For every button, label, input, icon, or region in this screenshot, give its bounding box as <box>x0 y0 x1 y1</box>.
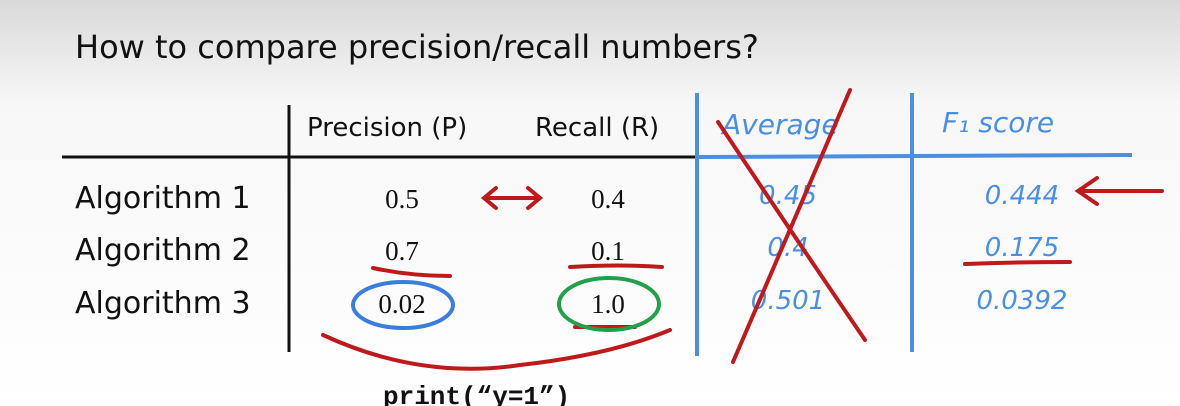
cell: 1.0 <box>591 289 625 319</box>
underline <box>963 260 1072 266</box>
code: print(“y=1”) <box>383 382 570 406</box>
hand-rule <box>696 153 1133 159</box>
hand-cell: 0.444 <box>985 181 1059 211</box>
row-label: Algorithm 1 <box>75 181 251 216</box>
hand-header: Average <box>720 108 839 141</box>
circle <box>557 276 661 332</box>
underline <box>568 263 664 269</box>
cell: 0.02 <box>378 289 425 319</box>
hand-cell: 0.175 <box>985 233 1059 263</box>
hand-cell: 0.0392 <box>977 286 1068 316</box>
column-header: Recall (R) <box>535 113 659 143</box>
cell: 0.4 <box>591 184 625 214</box>
bracket <box>321 328 672 371</box>
circle <box>351 280 455 330</box>
underline <box>371 266 452 278</box>
column-header: Precision (P) <box>307 113 467 143</box>
cell: 0.7 <box>385 236 419 266</box>
double-arrow <box>480 186 544 210</box>
cross <box>731 88 852 364</box>
row-label: Algorithm 2 <box>75 233 251 268</box>
cell: 0.1 <box>591 236 625 266</box>
hand-header: F₁ score <box>942 106 1054 139</box>
cell: 0.5 <box>385 184 419 214</box>
row-label: Algorithm 3 <box>75 286 251 321</box>
arrow <box>1074 176 1164 206</box>
title: How to compare precision/recall numbers? <box>75 28 759 66</box>
